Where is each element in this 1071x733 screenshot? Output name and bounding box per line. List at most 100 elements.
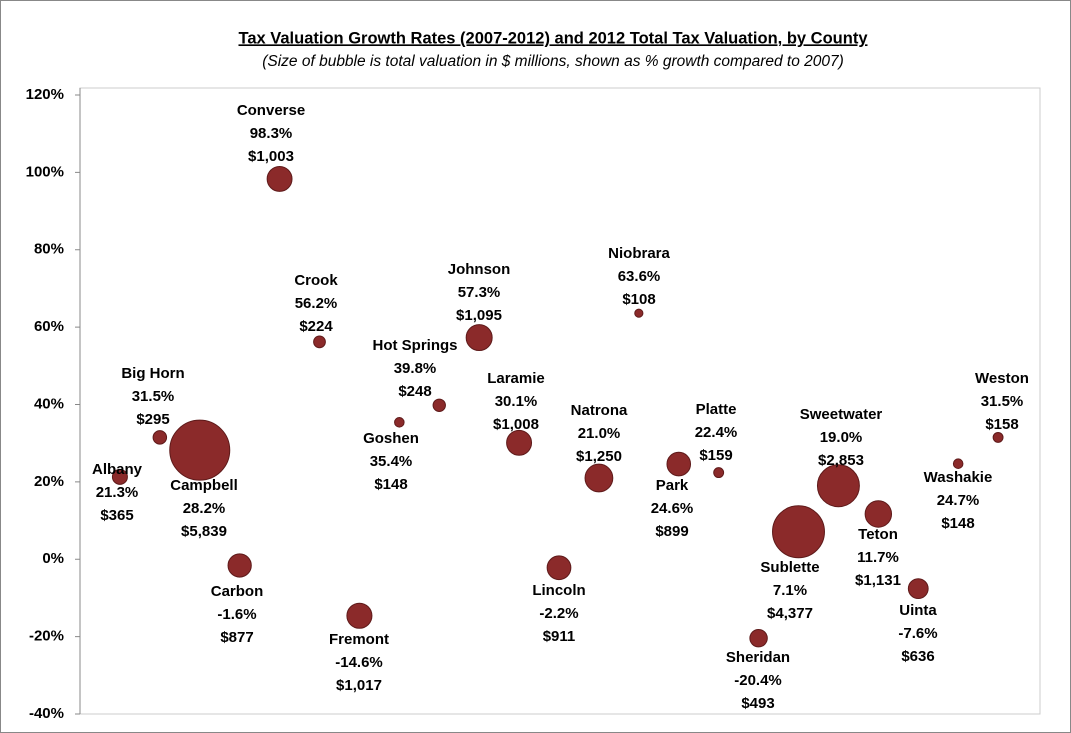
bubble [546,555,572,581]
growth-label: 21.0% [578,425,621,442]
county-label: Big Horn [121,365,184,382]
valuation-label: $159 [699,447,732,464]
county-label: Converse [237,102,305,119]
county-label: Lincoln [532,582,585,599]
bubble [772,505,825,559]
growth-label: -1.6% [217,606,256,623]
growth-label: 30.1% [495,393,538,410]
bubble [266,166,293,192]
valuation-label: $148 [374,476,407,493]
valuation-label: $5,839 [181,523,227,540]
bubble [111,468,128,485]
growth-label: 24.6% [651,500,694,517]
county-label: Niobrara [608,245,670,262]
valuation-label: $1,017 [336,677,382,694]
county-label: Sheridan [726,649,790,666]
valuation-label: $108 [622,291,655,308]
y-tick-label: 0% [42,550,64,567]
valuation-label: $493 [741,695,774,712]
growth-label: 98.3% [250,125,293,142]
growth-label: 57.3% [458,284,501,301]
y-tick-label: -20% [29,628,64,645]
bubble [506,429,533,456]
growth-label: -7.6% [898,625,937,642]
valuation-label: $1,003 [248,148,294,165]
bubble [666,451,692,477]
y-tick-label: -40% [29,705,64,722]
valuation-label: $1,131 [855,572,901,589]
county-label: Park [656,477,689,494]
growth-label: -20.4% [734,672,782,689]
county-label: Weston [975,370,1029,387]
county-label: Platte [696,401,737,418]
growth-label: 24.7% [937,492,980,509]
y-tick-label: 80% [34,241,64,258]
growth-label: 56.2% [295,295,338,312]
valuation-label: $148 [941,515,974,532]
valuation-label: $911 [543,628,576,645]
county-label: Sweetwater [800,406,883,423]
growth-label: 22.4% [695,424,738,441]
county-label: Natrona [571,402,628,419]
bubble [465,324,493,352]
bubble [864,500,893,528]
growth-label: 31.5% [981,393,1024,410]
y-tick-label: 120% [26,86,64,103]
valuation-label: $224 [299,318,333,335]
y-tick-label: 20% [34,473,64,490]
bubble [346,602,373,629]
valuation-label: $248 [398,383,431,400]
county-label: Teton [858,526,898,543]
valuation-label: $365 [100,507,133,524]
bubble [713,467,725,479]
valuation-label: $636 [901,648,934,665]
county-label: Crook [294,272,338,289]
valuation-label: $1,250 [576,448,622,465]
county-label: Washakie [924,469,993,486]
valuation-label: $899 [655,523,688,540]
valuation-label: $877 [220,629,253,646]
growth-label: 31.5% [132,388,175,405]
valuation-label: $158 [985,416,1018,433]
county-label: Carbon [211,583,264,600]
bubble [394,417,405,428]
growth-label: 21.3% [96,484,139,501]
growth-label: 39.8% [394,360,437,377]
valuation-label: $2,853 [818,452,864,469]
bubble [992,431,1004,443]
bubble [313,335,326,349]
bubble [152,430,168,445]
y-tick-label: 100% [26,163,64,180]
county-label: Fremont [329,631,389,648]
growth-label: 19.0% [820,429,863,446]
bubble [952,458,964,469]
county-label: Goshen [363,430,419,447]
county-label: Uinta [899,602,937,619]
bubble [907,578,929,600]
y-tick-label: 40% [34,395,64,412]
valuation-label: $1,008 [493,416,539,433]
county-label: Laramie [487,370,545,387]
growth-label: -2.2% [539,605,578,622]
valuation-label: $295 [136,411,169,428]
chart-subtitle: (Size of bubble is total valuation in $ … [262,53,844,70]
county-label: Hot Springs [373,337,458,354]
bubble [169,419,231,481]
bubble [816,464,860,508]
growth-label: 11.7% [857,549,899,566]
chart-title: Tax Valuation Growth Rates (2007-2012) a… [238,29,868,47]
county-label: Sublette [760,559,819,576]
growth-label: 63.6% [618,268,661,285]
growth-label: -14.6% [335,654,383,671]
bubble [227,553,252,578]
county-label: Albany [92,461,143,478]
bubble [584,463,614,493]
county-label: Johnson [448,261,511,278]
bubble [634,308,644,318]
growth-label: 35.4% [370,453,413,470]
growth-label: 7.1% [773,582,807,599]
valuation-label: $1,095 [456,307,502,324]
valuation-label: $4,377 [767,605,813,622]
